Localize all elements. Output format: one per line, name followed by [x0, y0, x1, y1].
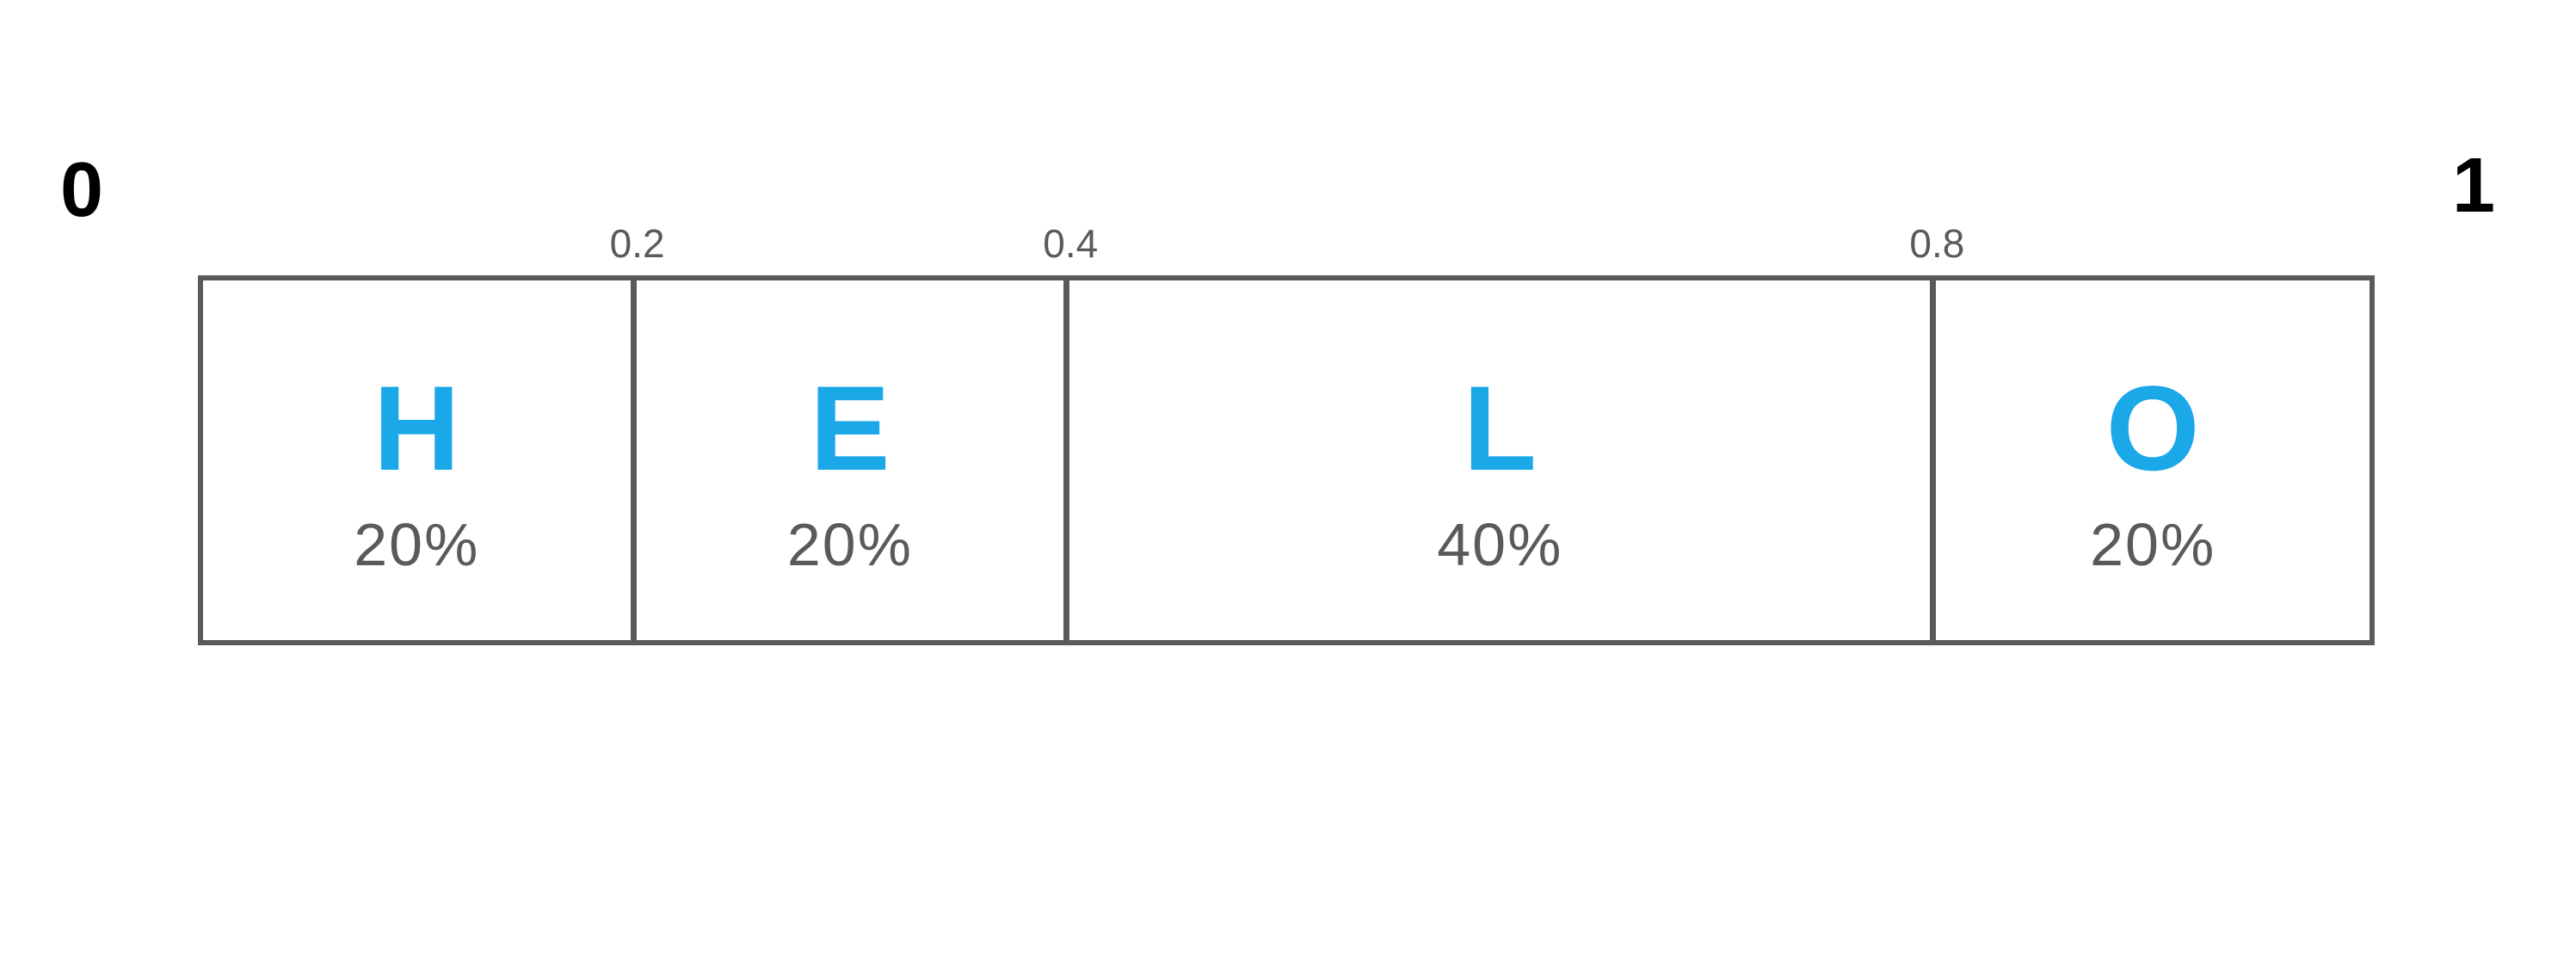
segment-percent: 40%: [1437, 510, 1562, 579]
tick-label: 0.4: [1043, 220, 1098, 267]
tick-label: 0.2: [610, 220, 665, 267]
segment-e: 0.4 E 20%: [637, 280, 1070, 640]
range-max-label: 1: [2452, 142, 2495, 231]
segment-bar: 0.2 H 20% 0.4 E 20% 0.8 L 40% O 20%: [198, 275, 2375, 645]
segment-percent: 20%: [2090, 510, 2215, 579]
segment-o: O 20%: [1936, 280, 2370, 640]
segment-letter: O: [2106, 368, 2200, 489]
segment-letter: E: [810, 368, 890, 489]
segment-letter: L: [1464, 368, 1538, 489]
segment-percent: 20%: [787, 510, 913, 579]
range-min-label: 0: [60, 146, 103, 235]
interval-diagram: 0 1 0.2 H 20% 0.4 E 20% 0.8 L 40% O 20%: [198, 275, 2375, 645]
segment-percent: 20%: [354, 510, 479, 579]
segment-h: 0.2 H 20%: [203, 280, 637, 640]
segment-l: 0.8 L 40%: [1069, 280, 1936, 640]
tick-label: 0.8: [1909, 220, 1964, 267]
segment-letter: H: [373, 368, 460, 489]
